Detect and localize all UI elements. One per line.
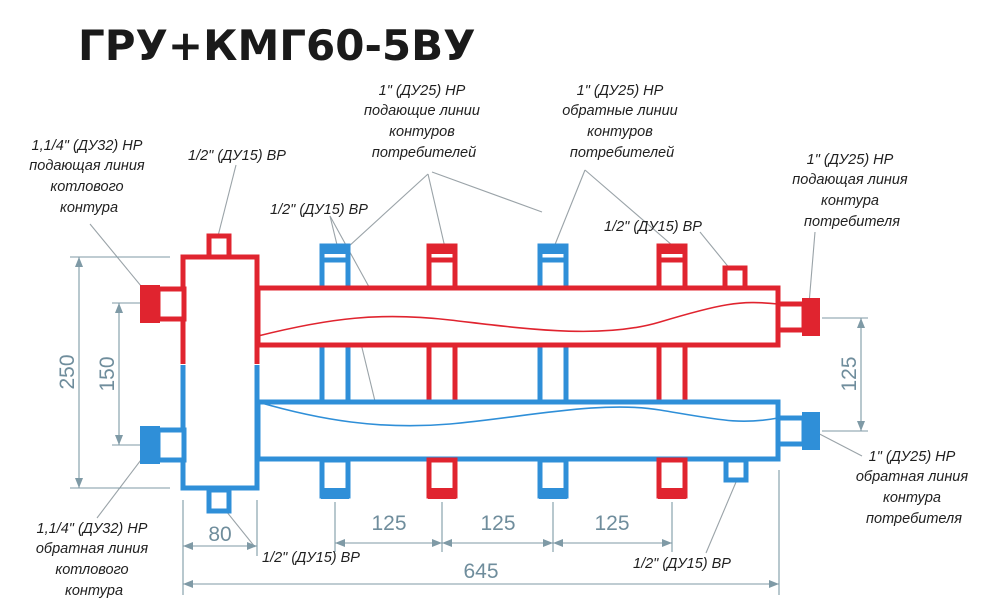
dim-pitch-3: 125 [594, 512, 629, 535]
label-consumer-supply-outlets: 1" (ДУ25) НР подающие линии контуров пот… [364, 83, 484, 161]
separator-top-port [206, 233, 232, 260]
separator-lower [180, 362, 260, 491]
dim-height-total: 250 [56, 354, 79, 389]
separator-bottom-port [206, 487, 232, 514]
manifold-body [140, 233, 820, 514]
boiler-return-port [140, 426, 160, 464]
label-top-right-port: 1/2" (ДУ15) ВР [604, 219, 702, 235]
dim-pitch-2: 125 [480, 512, 515, 535]
label-consumer-return-outlets: 1" (ДУ25) НР обратные линии контуров пот… [562, 83, 682, 161]
label-middle-port: 1/2" (ДУ15) ВР [270, 202, 368, 218]
return-header-small-port [723, 457, 749, 483]
diagram-title: ГРУ+КМГ60-5ВУ [78, 21, 476, 70]
dim-width-total: 645 [463, 560, 498, 583]
dim-pitch-1: 125 [371, 512, 406, 535]
dimensions: 250 150 125 80 125 125 [56, 256, 868, 595]
supply-header-small-port [722, 265, 748, 291]
dim-width-separator: 80 [208, 523, 231, 546]
boiler-return-nozzle [155, 427, 187, 463]
label-consumer-supply-end: 1" (ДУ25) НР подающая линия контура потр… [792, 152, 911, 230]
boiler-supply-nozzle [155, 286, 187, 322]
label-boiler-return: 1,1/4" (ДУ32) НР обратная линия котловог… [36, 521, 152, 599]
label-top-left-port: 1/2" (ДУ15) ВР [188, 148, 286, 164]
dim-height-right: 125 [838, 356, 861, 391]
boiler-supply-port [140, 285, 160, 323]
supply-header-break-line [257, 301, 779, 337]
labels: 1,1/4" (ДУ32) НР подающая линия котловог… [29, 83, 972, 599]
consumer-return-nozzle [775, 415, 807, 447]
consumer-return-port [802, 412, 820, 450]
label-boiler-supply: 1,1/4" (ДУ32) НР подающая линия котловог… [29, 138, 148, 216]
separator-upper [180, 254, 260, 370]
dim-height-inner: 150 [96, 356, 119, 391]
return-header [255, 399, 781, 462]
supply-header [255, 285, 781, 348]
label-bottom-right-port: 1/2" (ДУ15) ВР [633, 556, 731, 572]
consumer-supply-nozzle [775, 301, 807, 333]
consumer-supply-port [802, 298, 820, 336]
label-bottom-left-port: 1/2" (ДУ15) ВР [262, 550, 360, 566]
return-header-break-line [257, 401, 779, 427]
label-consumer-return-end: 1" (ДУ25) НР обратная линия контура потр… [856, 449, 972, 527]
